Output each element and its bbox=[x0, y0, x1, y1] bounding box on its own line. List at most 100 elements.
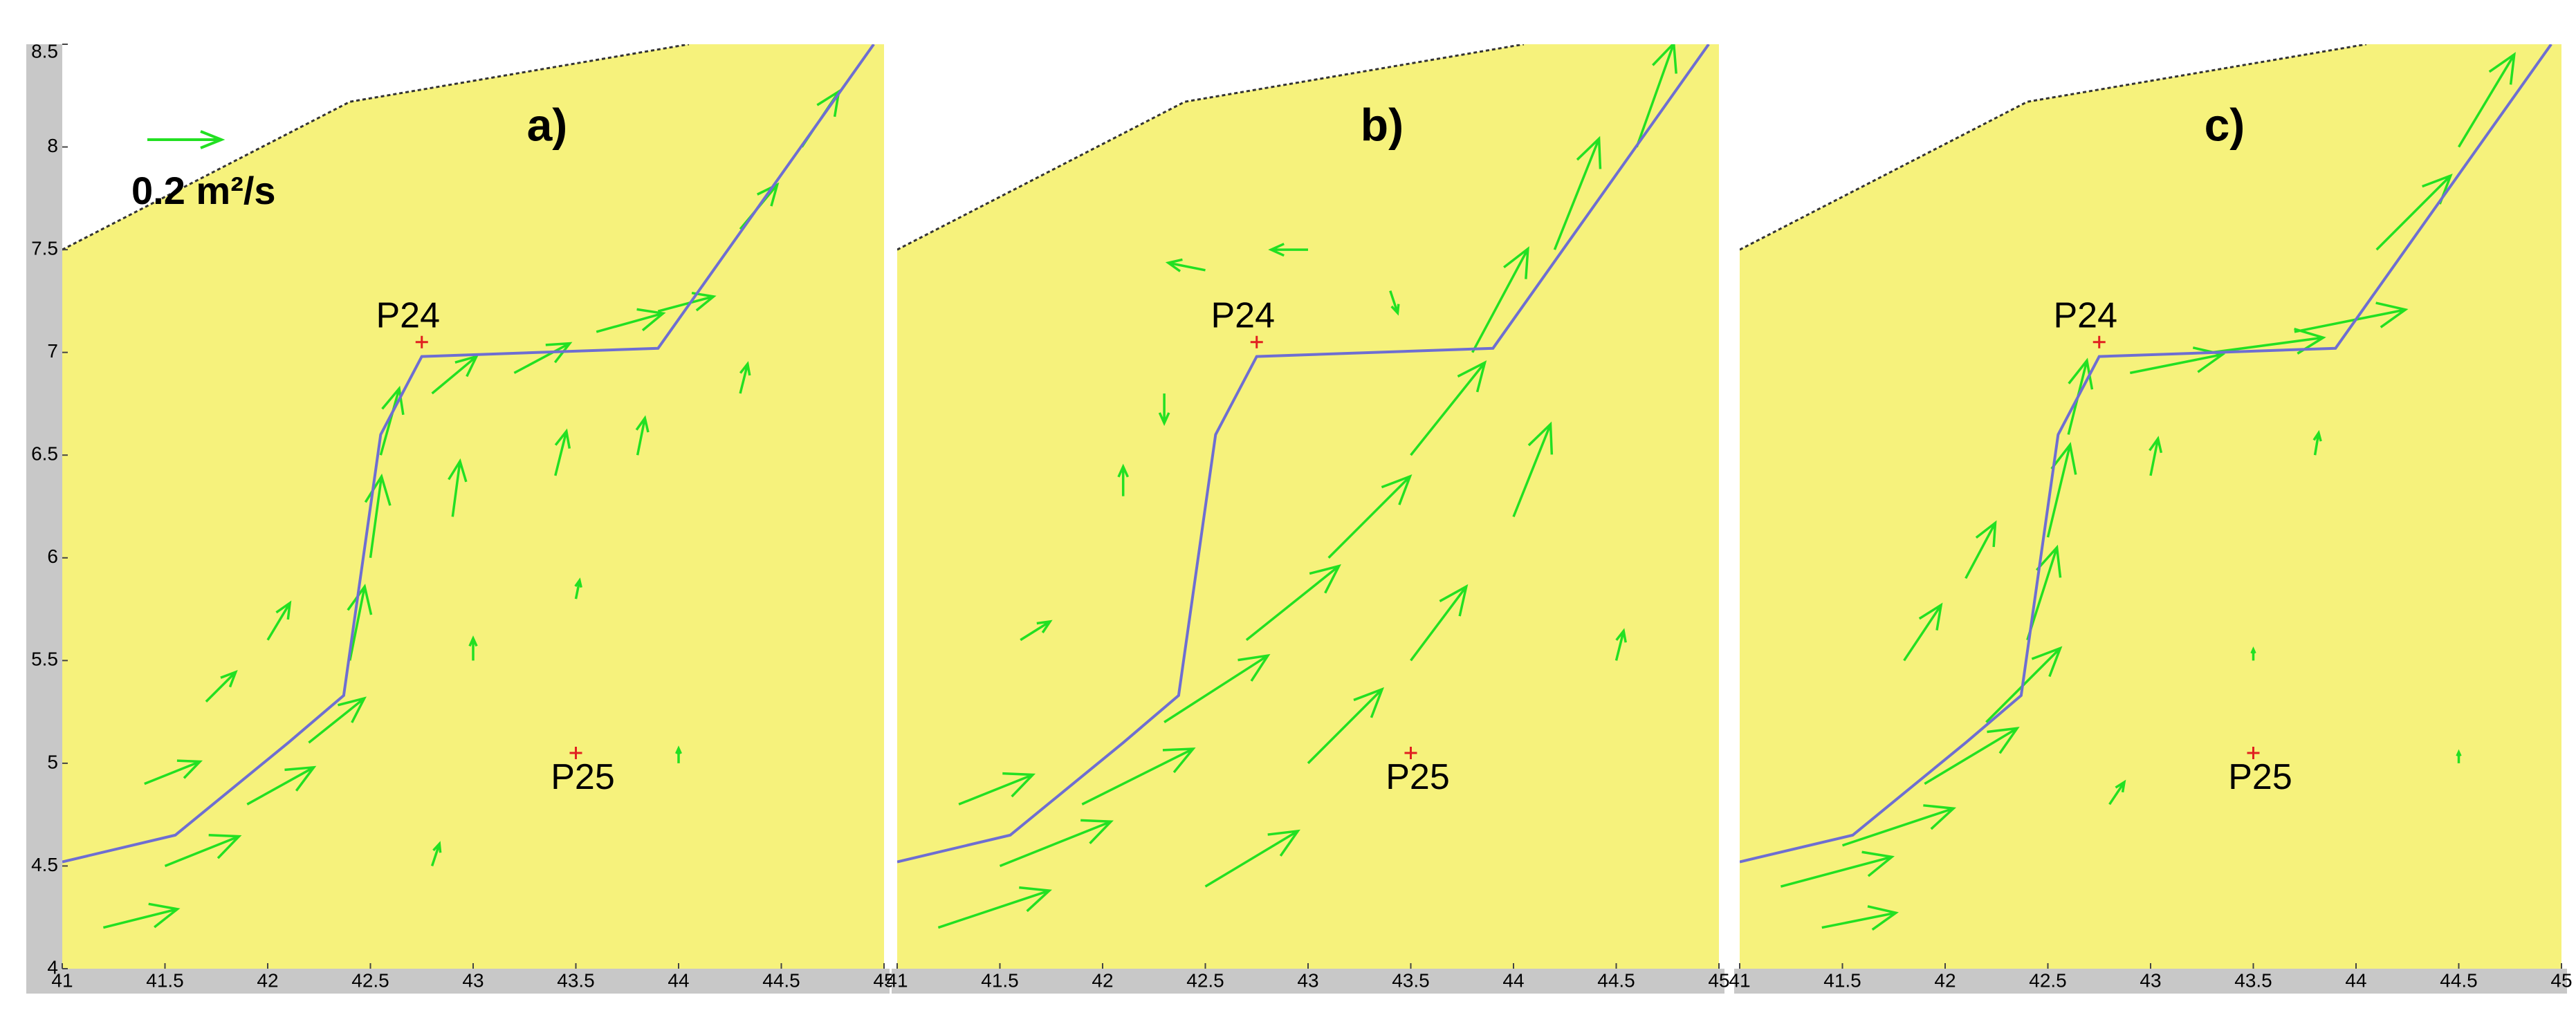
x-tick-label: 42 bbox=[1092, 969, 1113, 991]
flow-arrow bbox=[1081, 747, 1196, 806]
flow-arrow bbox=[675, 745, 682, 763]
flow-arrow bbox=[739, 361, 751, 394]
flow-arrow bbox=[364, 473, 392, 559]
panel: P24 P25 41 41.5 42 42.5 43 43.5 44 44.5 45 c) bbox=[1729, 44, 2573, 994]
flow-arrow bbox=[513, 342, 573, 374]
flow-arrow bbox=[1020, 620, 1053, 642]
flow-arrow bbox=[999, 819, 1114, 868]
flow-arrow bbox=[1307, 687, 1385, 765]
outside-domain bbox=[62, 44, 884, 250]
flow-arrow bbox=[1553, 136, 1602, 250]
x-tick-label: 44.5 bbox=[1597, 969, 1635, 991]
flow-arrow bbox=[102, 902, 181, 929]
flow-arrow bbox=[2250, 646, 2256, 661]
flow-arrow bbox=[1614, 628, 1627, 661]
fault-line bbox=[897, 44, 1710, 864]
point-label: P24 bbox=[2053, 296, 2117, 336]
y-tick-label: 7.5 bbox=[31, 238, 58, 259]
x-tick-label: 44.5 bbox=[2440, 969, 2478, 991]
panel-title: b) bbox=[1361, 99, 1404, 150]
flow-arrow bbox=[1965, 520, 1997, 579]
plot-content: P24 P25 bbox=[62, 44, 884, 929]
flow-arrow bbox=[1245, 564, 1341, 641]
point-marker bbox=[415, 335, 428, 348]
flow-arrow bbox=[1512, 421, 1554, 518]
x-tick-label: 41 bbox=[1729, 969, 1750, 991]
flow-arrow bbox=[1821, 905, 1899, 931]
x-tick-label: 45 bbox=[873, 969, 894, 991]
fault-line bbox=[62, 44, 875, 864]
reference-label: 0.2 m²/s bbox=[131, 169, 276, 212]
reference-arrow bbox=[147, 130, 226, 149]
flow-arrow bbox=[1389, 290, 1400, 316]
flow-arrow bbox=[144, 759, 203, 785]
x-tick-label: 41 bbox=[51, 969, 73, 991]
panel-title: a) bbox=[527, 99, 568, 150]
flow-arrow bbox=[657, 291, 717, 313]
y-tick-label: 4.5 bbox=[31, 854, 58, 875]
flow-arrow bbox=[379, 385, 405, 456]
flow-arrow bbox=[958, 772, 1036, 806]
y-tick-label: 8.5 bbox=[31, 40, 58, 62]
point-label: P24 bbox=[376, 296, 440, 336]
flow-arrow bbox=[308, 696, 367, 744]
x-tick-label: 43.5 bbox=[1392, 969, 1430, 991]
x-tick-label: 43 bbox=[462, 969, 484, 991]
y-tick-label: 6 bbox=[47, 546, 58, 567]
flow-arrow bbox=[554, 428, 571, 476]
x-tick-label: 44 bbox=[668, 969, 689, 991]
flow-arrow bbox=[1410, 584, 1469, 662]
x-tick-label: 41.5 bbox=[981, 969, 1019, 991]
flow-arrow bbox=[246, 765, 317, 806]
point-marker bbox=[569, 747, 582, 760]
domain-boundary bbox=[62, 44, 690, 251]
axis-strip bbox=[26, 44, 62, 994]
x-tick-label: 42.5 bbox=[351, 969, 389, 991]
flow-arrow bbox=[1268, 243, 1308, 257]
x-tick-label: 45 bbox=[2550, 969, 2572, 991]
x-tick-label: 45 bbox=[1708, 969, 1729, 991]
flow-arrow bbox=[1410, 360, 1487, 456]
x-tick-label: 44 bbox=[2345, 969, 2366, 991]
x-tick-label: 42.5 bbox=[2029, 969, 2067, 991]
point-label: P25 bbox=[1386, 757, 1450, 797]
axis-strip bbox=[57, 969, 890, 994]
flow-arrow bbox=[1204, 829, 1300, 888]
x-tick-label: 43 bbox=[2140, 969, 2161, 991]
point-marker bbox=[1250, 335, 1263, 348]
panel-title: c) bbox=[2205, 99, 2245, 150]
plot-content: P24 P25 bbox=[1740, 44, 2561, 931]
point-marker bbox=[1404, 747, 1417, 760]
flow-arrow bbox=[1903, 602, 1943, 662]
flow-arrow bbox=[448, 458, 468, 517]
x-tick-label: 41.5 bbox=[146, 969, 184, 991]
fault-line bbox=[1740, 44, 2552, 864]
axis-strip bbox=[1734, 969, 2567, 994]
flow-arrow bbox=[635, 415, 650, 456]
flow-arrow bbox=[431, 354, 479, 395]
point-label: P25 bbox=[551, 757, 615, 797]
flow-arrow bbox=[1158, 393, 1170, 427]
y-tick-label: 6.5 bbox=[31, 443, 58, 465]
flow-arrow bbox=[2456, 749, 2462, 763]
flow-arrow bbox=[2129, 346, 2226, 375]
flow-arrow bbox=[1165, 258, 1206, 272]
flow-arrow bbox=[937, 886, 1052, 929]
flow-arrow bbox=[1780, 850, 1895, 888]
plot-content: P24 P25 bbox=[897, 44, 1719, 929]
flow-arrow bbox=[1117, 463, 1130, 496]
y-tick-label: 7 bbox=[47, 340, 58, 362]
flow-arrow bbox=[574, 577, 582, 599]
flow-arrow bbox=[596, 308, 666, 333]
y-tick-label: 8 bbox=[47, 135, 58, 156]
flow-arrow bbox=[2457, 52, 2516, 148]
flow-arrow bbox=[2046, 442, 2077, 538]
point-marker bbox=[2092, 335, 2106, 348]
flow-arrow bbox=[1635, 44, 1677, 148]
x-tick-label: 44 bbox=[1502, 969, 1524, 991]
domain-boundary bbox=[897, 44, 1525, 251]
x-tick-label: 44.5 bbox=[762, 969, 800, 991]
x-tick-label: 42 bbox=[257, 969, 278, 991]
